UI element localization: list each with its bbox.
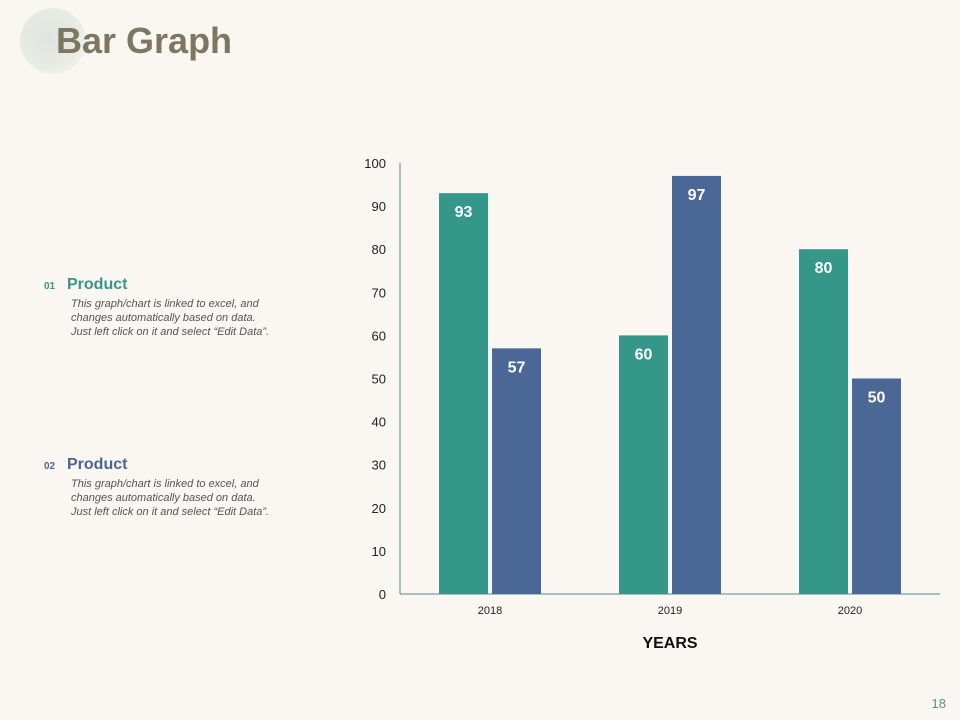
- y-tick-label: 60: [372, 328, 386, 343]
- data-label: 57: [508, 359, 526, 376]
- y-tick-label: 100: [364, 156, 386, 171]
- data-label: 50: [868, 390, 886, 407]
- legend-number: 01: [44, 281, 56, 292]
- legend-label: Product: [67, 276, 128, 293]
- x-tick-label: 2018: [478, 605, 502, 617]
- bar: [619, 335, 668, 594]
- y-tick-label: 50: [372, 372, 386, 387]
- page-number: 18: [931, 696, 946, 711]
- bar: [672, 175, 721, 594]
- bar: [799, 249, 848, 594]
- page-title: Bar Graph: [56, 20, 233, 61]
- y-tick-label: 70: [372, 285, 386, 300]
- x-axis-title: YEARS: [642, 635, 697, 652]
- y-tick-label: 30: [372, 458, 386, 473]
- data-label: 97: [688, 187, 706, 204]
- legend-item-01: 01 Product This graph/chart is linked to…: [44, 276, 284, 339]
- y-tick-label: 0: [379, 587, 386, 602]
- x-tick-label: 2020: [838, 605, 862, 617]
- legend-description: This graph/chart is linked to excel, and…: [71, 478, 270, 518]
- bar: [439, 193, 488, 595]
- y-tick-label: 90: [372, 199, 386, 214]
- data-label: 93: [455, 204, 473, 221]
- y-tick-label: 40: [372, 415, 386, 430]
- y-tick-label: 80: [372, 242, 386, 257]
- bar: [492, 348, 541, 594]
- title-decoration: [20, 8, 86, 74]
- y-tick-label: 10: [372, 544, 386, 559]
- x-tick-label: 2019: [658, 605, 682, 617]
- legend-number: 02: [44, 461, 56, 472]
- bar: [852, 378, 901, 594]
- data-label: 80: [815, 260, 833, 277]
- legend-description: This graph/chart is linked to excel, and…: [71, 298, 270, 338]
- y-tick-label: 20: [372, 501, 386, 516]
- legend-item-02: 02 Product This graph/chart is linked to…: [44, 456, 284, 519]
- legend-label: Product: [67, 456, 128, 473]
- data-label: 60: [635, 346, 653, 363]
